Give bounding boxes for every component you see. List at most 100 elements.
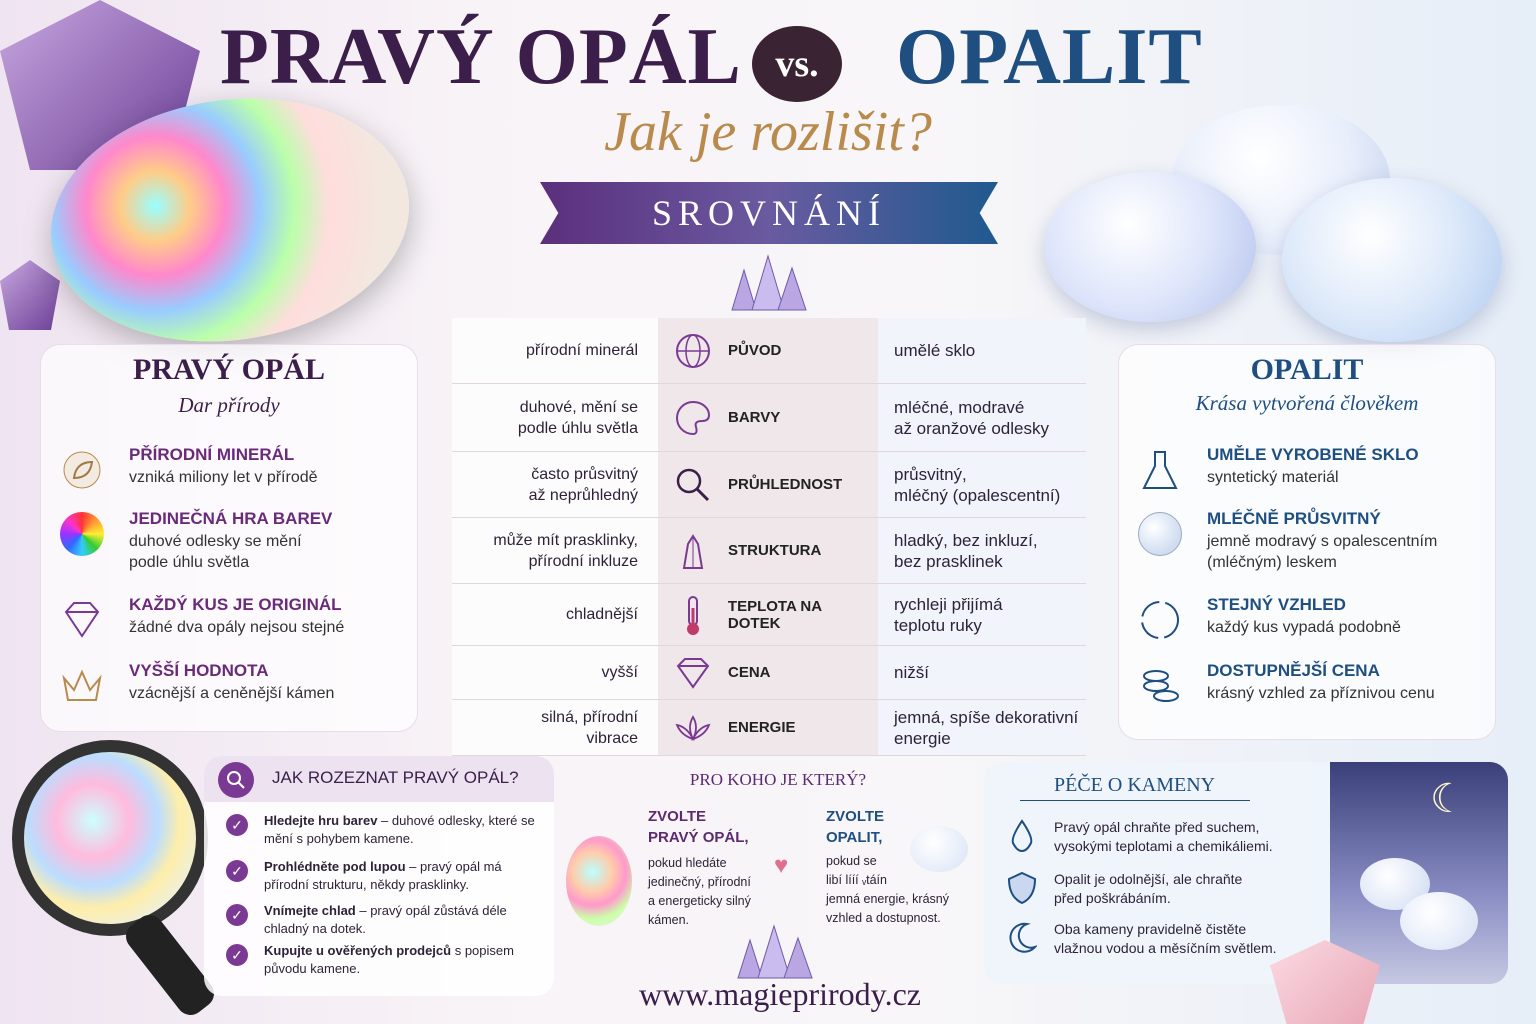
moonlit-stones-image: ☾ bbox=[1330, 762, 1508, 984]
drop-icon bbox=[1004, 818, 1040, 854]
website-link[interactable]: www.magieprirody.cz bbox=[639, 976, 921, 1012]
feature-desc: vzniká miliony let v přírodě bbox=[129, 469, 318, 486]
property-label: ENERGIE bbox=[728, 719, 796, 736]
opal-value: duhové, mění se podle úhlu světla bbox=[452, 384, 658, 451]
check-icon: ✓ bbox=[226, 814, 248, 836]
feature-item: VYŠŠÍ HODNOTA vzácnější a ceněnější káme… bbox=[41, 661, 417, 731]
feature-title: JEDINEČNÁ HRA BAREV bbox=[129, 509, 333, 528]
subtitle: Jak je rozlišit? bbox=[604, 101, 932, 163]
comparison-row: duhové, mění se podle úhlu světla BARVY … bbox=[452, 384, 1086, 452]
amethyst-small bbox=[0, 260, 60, 330]
opalite-value: průsvitný, mléčný (opalescentní) bbox=[878, 452, 1086, 517]
panel-title: PRAVÝ OPÁL bbox=[133, 353, 325, 386]
feature-title: PŘÍRODNÍ MINERÁL bbox=[129, 445, 295, 464]
choose-opalite-text: pokud se libí lííí ᵥtáín jemná energie, … bbox=[826, 854, 949, 925]
property-label: PŮVOD bbox=[728, 342, 782, 359]
comparison-row: silná, přírodní vibrace ENERGIE jemná, s… bbox=[452, 700, 1086, 756]
tip-item: Vnímejte chlad – pravý opál zůstává déle… bbox=[264, 903, 507, 936]
care-item: Opalit je odolnější, ale chraňte před po… bbox=[1054, 871, 1243, 906]
opal-value: přírodní minerál bbox=[452, 318, 658, 383]
panel-title: OPALIT bbox=[1250, 353, 1364, 386]
how-to-title: JAK ROZEZNAT PRAVÝ OPÁL? bbox=[272, 768, 519, 787]
gem-icon bbox=[658, 656, 728, 690]
sphere-icon bbox=[1135, 509, 1185, 559]
feature-desc: vzácnější a ceněnější kámen bbox=[129, 685, 335, 702]
crescent-moon-icon: ☾ bbox=[1430, 777, 1466, 821]
tip-item: Hledejte hru barev – duhové odlesky, kte… bbox=[264, 813, 535, 846]
opal-value: často průsvitný až neprůhledný bbox=[452, 452, 658, 517]
opalite-value: umělé sklo bbox=[878, 318, 1086, 383]
property-label: CENA bbox=[728, 664, 771, 681]
palette-icon bbox=[658, 399, 728, 437]
feature-title: DOSTUPNĚJŠÍ CENA bbox=[1207, 661, 1380, 680]
check-icon: ✓ bbox=[226, 944, 248, 966]
crown-icon bbox=[57, 661, 107, 711]
cycle-icon bbox=[1135, 595, 1185, 645]
feature-item: UMĚLE VYROBENÉ SKLO syntetický materiál bbox=[1119, 445, 1495, 515]
color-wheel-icon bbox=[57, 509, 107, 559]
comparison-row: chladnější TEPLOTA NA DOTEK rychleji při… bbox=[452, 584, 1086, 646]
opal-value: vyšší bbox=[452, 646, 658, 699]
feature-item: STEJNÝ VZHLED každý kus vypadá podobně bbox=[1119, 595, 1495, 665]
feature-item: DOSTUPNĚJŠÍ CENA krásný vzhled za přízni… bbox=[1119, 661, 1495, 731]
feature-desc: syntetický materiál bbox=[1207, 469, 1339, 486]
panel-subtitle: Krása vytvořená člověkem bbox=[1195, 391, 1419, 415]
care-title: PÉČE O KAMENY bbox=[1054, 774, 1216, 796]
care-item: Oba kameny pravidelně čistěte vlažnou vo… bbox=[1054, 921, 1277, 956]
diamond-icon bbox=[57, 595, 107, 645]
opalite-value: jemná, spíše dekorativní energie bbox=[878, 700, 1086, 755]
leaf-icon bbox=[57, 445, 107, 495]
flask-icon bbox=[1135, 445, 1185, 495]
check-icon: ✓ bbox=[226, 860, 248, 882]
opal-value: silná, přírodní vibrace bbox=[452, 700, 658, 755]
lotus-icon bbox=[658, 713, 728, 743]
choose-opal-heading: ZVOLTE PRAVÝ OPÁL, bbox=[648, 808, 749, 846]
comparison-banner: SROVNÁNÍ bbox=[540, 182, 998, 244]
search-icon bbox=[218, 762, 254, 798]
tip-item: Prohlédněte pod lupou – pravý opál má př… bbox=[264, 859, 502, 892]
property-label: BARVY bbox=[728, 409, 781, 426]
for-whom-title: PRO KOHO JE KTERÝ? bbox=[689, 770, 867, 789]
shield-icon bbox=[1004, 870, 1040, 906]
feature-desc: každý kus vypadá podobně bbox=[1207, 619, 1401, 636]
comparison-table: přírodní minerál PŮVOD umělé sklo duhové,… bbox=[452, 318, 1086, 756]
check-icon: ✓ bbox=[226, 904, 248, 926]
comparison-row: přírodní minerál PŮVOD umělé sklo bbox=[452, 318, 1086, 384]
feature-desc: duhové odlesky se mění podle úhlu světla bbox=[129, 533, 302, 571]
globe-icon bbox=[658, 332, 728, 370]
tip-item: Kupujte u ověřených prodejců s popisem p… bbox=[264, 943, 514, 976]
opalite-stone-image bbox=[1282, 178, 1502, 342]
crystal-cluster-icon bbox=[731, 254, 807, 311]
crystal-icon bbox=[658, 532, 728, 570]
title-real-opal: PRAVÝ OPÁL bbox=[220, 13, 742, 101]
feature-item: MLÉČNĚ PRŮSVITNÝ jemně modravý s opalesc… bbox=[1119, 509, 1495, 579]
opalite-value: hladký, bez inkluzí, bez prasklinek bbox=[878, 518, 1086, 583]
feature-title: VYŠŠÍ HODNOTA bbox=[129, 661, 269, 680]
magnifier-icon bbox=[658, 466, 728, 504]
opalite-panel: OPALIT Krása vytvořená člověkem UMĚLE VY… bbox=[1118, 344, 1496, 740]
opal-value: chladnější bbox=[452, 584, 658, 645]
feature-desc: žádné dva opály nejsou stejné bbox=[129, 619, 345, 636]
feature-title: MLÉČNĚ PRŮSVITNÝ bbox=[1207, 509, 1381, 528]
comparison-row: může mít prasklinky, přírodní inkluze ST… bbox=[452, 518, 1086, 584]
crystal-cluster-icon bbox=[737, 924, 813, 979]
feature-title: STEJNÝ VZHLED bbox=[1207, 595, 1346, 614]
choose-opal-text: pokud hledáte jedinečný, přírodní a ener… bbox=[648, 856, 751, 927]
opalite-value: nižší bbox=[878, 646, 1086, 699]
opalite-value: rychleji přijímá teplotu ruky bbox=[878, 584, 1086, 645]
magnifier-image bbox=[12, 740, 208, 936]
how-to-box: JAK ROZEZNAT PRAVÝ OPÁL? ✓ Hledejte hru b… bbox=[204, 756, 554, 996]
feature-desc: krásný vzhled za příznivou cenu bbox=[1207, 685, 1435, 702]
title-opalite: OPALIT bbox=[896, 13, 1203, 101]
feature-desc: jemně modravý s opalescentním (mléčným) … bbox=[1207, 533, 1438, 571]
opal-stone-image bbox=[566, 836, 632, 926]
property-label: STRUKTURA bbox=[728, 542, 822, 559]
moon-icon bbox=[1004, 920, 1040, 956]
care-box: PÉČE O KAMENY Pravý opál chraňte před su… bbox=[984, 762, 1508, 984]
feature-item: KAŽDÝ KUS JE ORIGINÁL žádné dva opály ne… bbox=[41, 595, 417, 665]
comparison-row: často průsvitný až neprůhledný PRŮHLEDNO… bbox=[452, 452, 1086, 518]
comparison-row: vyšší CENA nižší bbox=[452, 646, 1086, 700]
care-item: Pravý opál chraňte před suchem, vysokými… bbox=[1054, 819, 1273, 854]
feature-item: JEDINEČNÁ HRA BAREV duhové odlesky se mě… bbox=[41, 509, 417, 579]
thermometer-icon bbox=[658, 594, 728, 636]
